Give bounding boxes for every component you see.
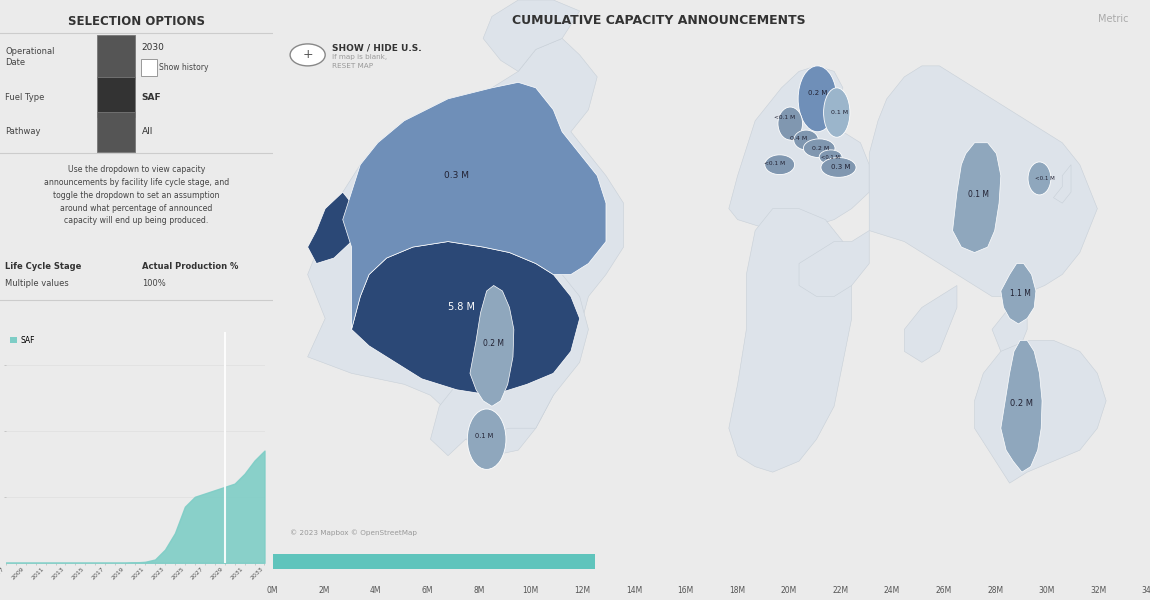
FancyBboxPatch shape bbox=[97, 112, 135, 152]
Text: 0.1 M: 0.1 M bbox=[475, 433, 493, 439]
Text: 12M: 12M bbox=[574, 586, 590, 595]
Polygon shape bbox=[1053, 165, 1071, 203]
Text: 0M: 0M bbox=[267, 586, 278, 595]
Text: 10M: 10M bbox=[522, 586, 538, 595]
Text: 0.1 M: 0.1 M bbox=[830, 110, 848, 115]
Polygon shape bbox=[729, 66, 869, 230]
Text: SAF: SAF bbox=[141, 92, 161, 101]
Text: 22M: 22M bbox=[833, 586, 849, 595]
FancyBboxPatch shape bbox=[273, 554, 596, 569]
Ellipse shape bbox=[793, 130, 819, 150]
Text: SELECTION OPTIONS: SELECTION OPTIONS bbox=[68, 15, 205, 28]
Ellipse shape bbox=[765, 155, 795, 175]
FancyBboxPatch shape bbox=[97, 35, 135, 79]
Text: 4M: 4M bbox=[370, 586, 382, 595]
Polygon shape bbox=[869, 66, 1097, 296]
Text: All: All bbox=[141, 127, 153, 136]
Legend: SAF: SAF bbox=[9, 335, 34, 344]
Text: 5.8 M: 5.8 M bbox=[447, 302, 475, 313]
Polygon shape bbox=[308, 38, 623, 455]
Text: 0.3 M: 0.3 M bbox=[444, 171, 469, 180]
Text: CUMULATIVE CAPACITY ANNOUNCEMENTS: CUMULATIVE CAPACITY ANNOUNCEMENTS bbox=[512, 14, 805, 27]
Text: 20M: 20M bbox=[781, 586, 797, 595]
Text: 0.3 M: 0.3 M bbox=[831, 164, 851, 170]
Text: 0.2 M: 0.2 M bbox=[1011, 399, 1034, 408]
Text: 6M: 6M bbox=[422, 586, 434, 595]
Text: Use the dropdown to view capacity
announcements by facility life cycle stage, an: Use the dropdown to view capacity announ… bbox=[44, 165, 229, 226]
Polygon shape bbox=[430, 263, 589, 455]
FancyBboxPatch shape bbox=[97, 77, 135, 117]
Text: 24M: 24M bbox=[884, 586, 900, 595]
Polygon shape bbox=[992, 307, 1027, 352]
Ellipse shape bbox=[821, 158, 856, 178]
Text: 1.1 M: 1.1 M bbox=[1010, 289, 1030, 298]
Text: <0.1 M: <0.1 M bbox=[764, 161, 785, 166]
Text: <0.1 M: <0.1 M bbox=[774, 115, 795, 120]
Ellipse shape bbox=[798, 66, 837, 132]
Polygon shape bbox=[343, 82, 606, 329]
Ellipse shape bbox=[1028, 162, 1051, 195]
Ellipse shape bbox=[804, 139, 835, 158]
Text: Fuel Type: Fuel Type bbox=[6, 92, 45, 101]
Ellipse shape bbox=[777, 107, 803, 140]
Text: Show history: Show history bbox=[160, 63, 209, 72]
Text: <0.1 M: <0.1 M bbox=[821, 155, 839, 160]
Polygon shape bbox=[729, 209, 852, 472]
Text: SHOW / HIDE U.S.: SHOW / HIDE U.S. bbox=[332, 44, 422, 53]
Text: +: + bbox=[302, 49, 313, 61]
Ellipse shape bbox=[819, 150, 842, 164]
Polygon shape bbox=[352, 242, 580, 395]
Polygon shape bbox=[974, 340, 1106, 483]
Text: Operational
Date: Operational Date bbox=[6, 47, 55, 67]
Text: Multiple values: Multiple values bbox=[6, 278, 69, 287]
Polygon shape bbox=[1000, 340, 1042, 472]
Text: 30M: 30M bbox=[1038, 586, 1055, 595]
Text: © 2023 Mapbox © OpenStreetMap: © 2023 Mapbox © OpenStreetMap bbox=[290, 529, 417, 536]
Polygon shape bbox=[1000, 263, 1036, 324]
Text: Metric: Metric bbox=[1097, 14, 1128, 24]
Polygon shape bbox=[952, 143, 1000, 253]
Text: 0.4 M: 0.4 M bbox=[790, 136, 807, 141]
Polygon shape bbox=[470, 286, 514, 406]
Polygon shape bbox=[799, 230, 869, 296]
Text: <0.1 M: <0.1 M bbox=[1035, 176, 1055, 181]
Ellipse shape bbox=[823, 88, 850, 137]
Text: 14M: 14M bbox=[626, 586, 642, 595]
Text: RESET MAP: RESET MAP bbox=[332, 63, 374, 69]
Text: If map is blank,: If map is blank, bbox=[332, 54, 388, 60]
Circle shape bbox=[290, 44, 325, 66]
Text: 8M: 8M bbox=[474, 586, 484, 595]
Text: 26M: 26M bbox=[935, 586, 952, 595]
FancyBboxPatch shape bbox=[141, 59, 158, 76]
Text: 0.2 M: 0.2 M bbox=[807, 91, 827, 97]
Text: 2M: 2M bbox=[319, 586, 330, 595]
Text: Actual Production %: Actual Production % bbox=[141, 262, 238, 271]
Text: 0.2 M: 0.2 M bbox=[483, 338, 504, 347]
Text: 0.1 M: 0.1 M bbox=[968, 190, 989, 199]
Ellipse shape bbox=[467, 409, 506, 469]
Polygon shape bbox=[308, 192, 360, 263]
Polygon shape bbox=[483, 0, 580, 71]
Text: 18M: 18M bbox=[729, 586, 745, 595]
Text: 28M: 28M bbox=[987, 586, 1003, 595]
Text: 100%: 100% bbox=[141, 278, 166, 287]
Text: 2030: 2030 bbox=[141, 43, 164, 52]
Text: 16M: 16M bbox=[677, 586, 693, 595]
Text: Pathway: Pathway bbox=[6, 127, 41, 136]
Text: 32M: 32M bbox=[1090, 586, 1106, 595]
Text: Life Cycle Stage: Life Cycle Stage bbox=[6, 262, 82, 271]
Polygon shape bbox=[904, 286, 957, 362]
Text: 0.2 M: 0.2 M bbox=[812, 146, 829, 151]
Text: 34M: 34M bbox=[1142, 586, 1150, 595]
